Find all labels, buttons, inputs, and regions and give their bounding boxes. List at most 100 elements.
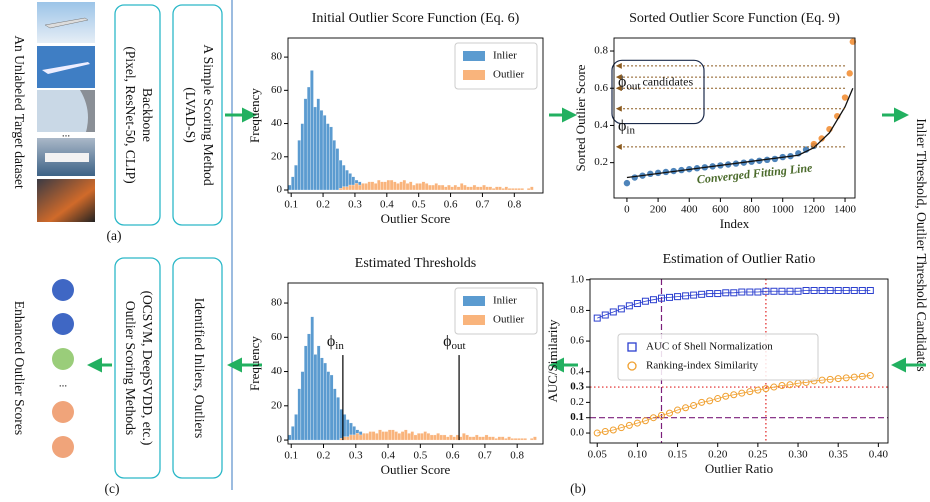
annotation-symbol: ϕ [443, 333, 451, 350]
y-tick-label: 0.3 [570, 381, 584, 393]
x-tick-label: 0.3 [349, 450, 363, 462]
histogram-bar [485, 186, 489, 191]
x-tick-label: 0.05 [588, 449, 608, 461]
histogram-bar [333, 388, 337, 441]
histogram-bar [348, 184, 352, 191]
x-tick-label: 0.10 [628, 449, 648, 461]
module-box [114, 4, 161, 226]
histogram-bar [501, 188, 505, 191]
panel-label: (b) [570, 481, 586, 496]
x-tick-label: 600 [712, 204, 729, 216]
histogram-bar [351, 184, 356, 191]
marker [858, 286, 866, 294]
histogram-bar [468, 436, 473, 441]
y-axis-label: AUC/Similarity [545, 319, 560, 403]
annotation-symbol: ϕ [618, 73, 626, 90]
y-tick-label: 40 [271, 365, 283, 377]
histogram-bar [397, 433, 402, 441]
histogram-bar [434, 183, 438, 191]
marker [850, 373, 858, 381]
histogram-bar [362, 433, 366, 441]
histogram-bar [342, 164, 346, 191]
y-tick-label: 0.1 [570, 411, 584, 423]
histogram-bar [412, 184, 416, 191]
marker [641, 297, 649, 305]
histogram-bar [429, 434, 434, 441]
histogram-bar [345, 186, 349, 191]
histogram-bar [405, 183, 410, 191]
marker [657, 294, 665, 302]
x-tick-label: 0.6 [446, 450, 460, 462]
histogram-bar [463, 184, 467, 191]
module-detail: (LVAD-S) [183, 87, 198, 143]
histogram-bar [316, 345, 321, 441]
marker [601, 428, 609, 436]
annotation: ϕout [443, 333, 465, 352]
histogram-bar [510, 438, 515, 441]
histogram-bar [402, 179, 407, 191]
marker [666, 409, 674, 417]
histogram-bar [449, 434, 453, 441]
histogram-bar [338, 159, 343, 191]
marker [690, 401, 698, 409]
marker [609, 426, 617, 434]
score-dot [52, 348, 74, 370]
marker [706, 397, 714, 405]
histogram-bar [332, 140, 336, 191]
histogram-bar [517, 188, 521, 191]
marker [770, 383, 778, 391]
point [841, 94, 849, 101]
marker [730, 391, 738, 399]
histogram-bar [365, 433, 369, 441]
legend-swatch [627, 361, 637, 371]
marker [778, 382, 786, 390]
y-tick-label: 0 [277, 434, 283, 446]
histogram-bar [491, 436, 495, 441]
marker [834, 375, 842, 383]
marker [762, 385, 770, 393]
histogram-bar [373, 183, 378, 191]
y-tick-label: 80 [271, 297, 283, 309]
marker [738, 389, 746, 397]
legend-label: Outlier [493, 314, 524, 326]
histogram-bar [442, 434, 447, 441]
x-tick-label: 0.35 [829, 449, 849, 461]
marker [682, 292, 690, 300]
histogram-bar [514, 188, 518, 191]
marker [617, 424, 625, 432]
marker [746, 388, 754, 396]
marker [842, 286, 850, 294]
plot-frame [589, 278, 889, 444]
legend-label: Inlier [493, 295, 517, 307]
y-axis-label: Frequency [247, 336, 262, 391]
histogram-bar [386, 179, 391, 191]
panel-label: (a) [107, 228, 122, 243]
marker [746, 288, 754, 296]
histogram-bar [358, 434, 363, 441]
module-title: A Simple Scoring Method [201, 44, 216, 186]
marker [625, 302, 633, 310]
x-tick-label: 0.30 [788, 449, 808, 461]
histogram-bar [310, 70, 314, 191]
histogram-bar [316, 98, 321, 191]
panel-label: (c) [105, 481, 120, 496]
annotation-subscript: out [451, 340, 465, 352]
y-tick-label: 0.6 [570, 335, 584, 347]
point [623, 179, 631, 187]
histogram-bar [444, 186, 448, 191]
histogram-bar [507, 188, 512, 191]
histogram-bar [338, 188, 343, 191]
histogram-bar [456, 186, 461, 191]
marker [754, 386, 762, 394]
annotation: ϕin [327, 333, 344, 352]
histogram-bar [354, 183, 359, 191]
histogram-bar [484, 434, 489, 441]
y-tick-label: 60 [271, 84, 283, 96]
histogram-bar [530, 186, 534, 191]
x-tick-label: 0.1 [284, 199, 298, 211]
marker [674, 293, 682, 301]
legend-label: Outlier [493, 69, 524, 81]
image [42, 62, 90, 74]
histogram-bar [393, 181, 397, 191]
histogram-bar [294, 164, 298, 191]
